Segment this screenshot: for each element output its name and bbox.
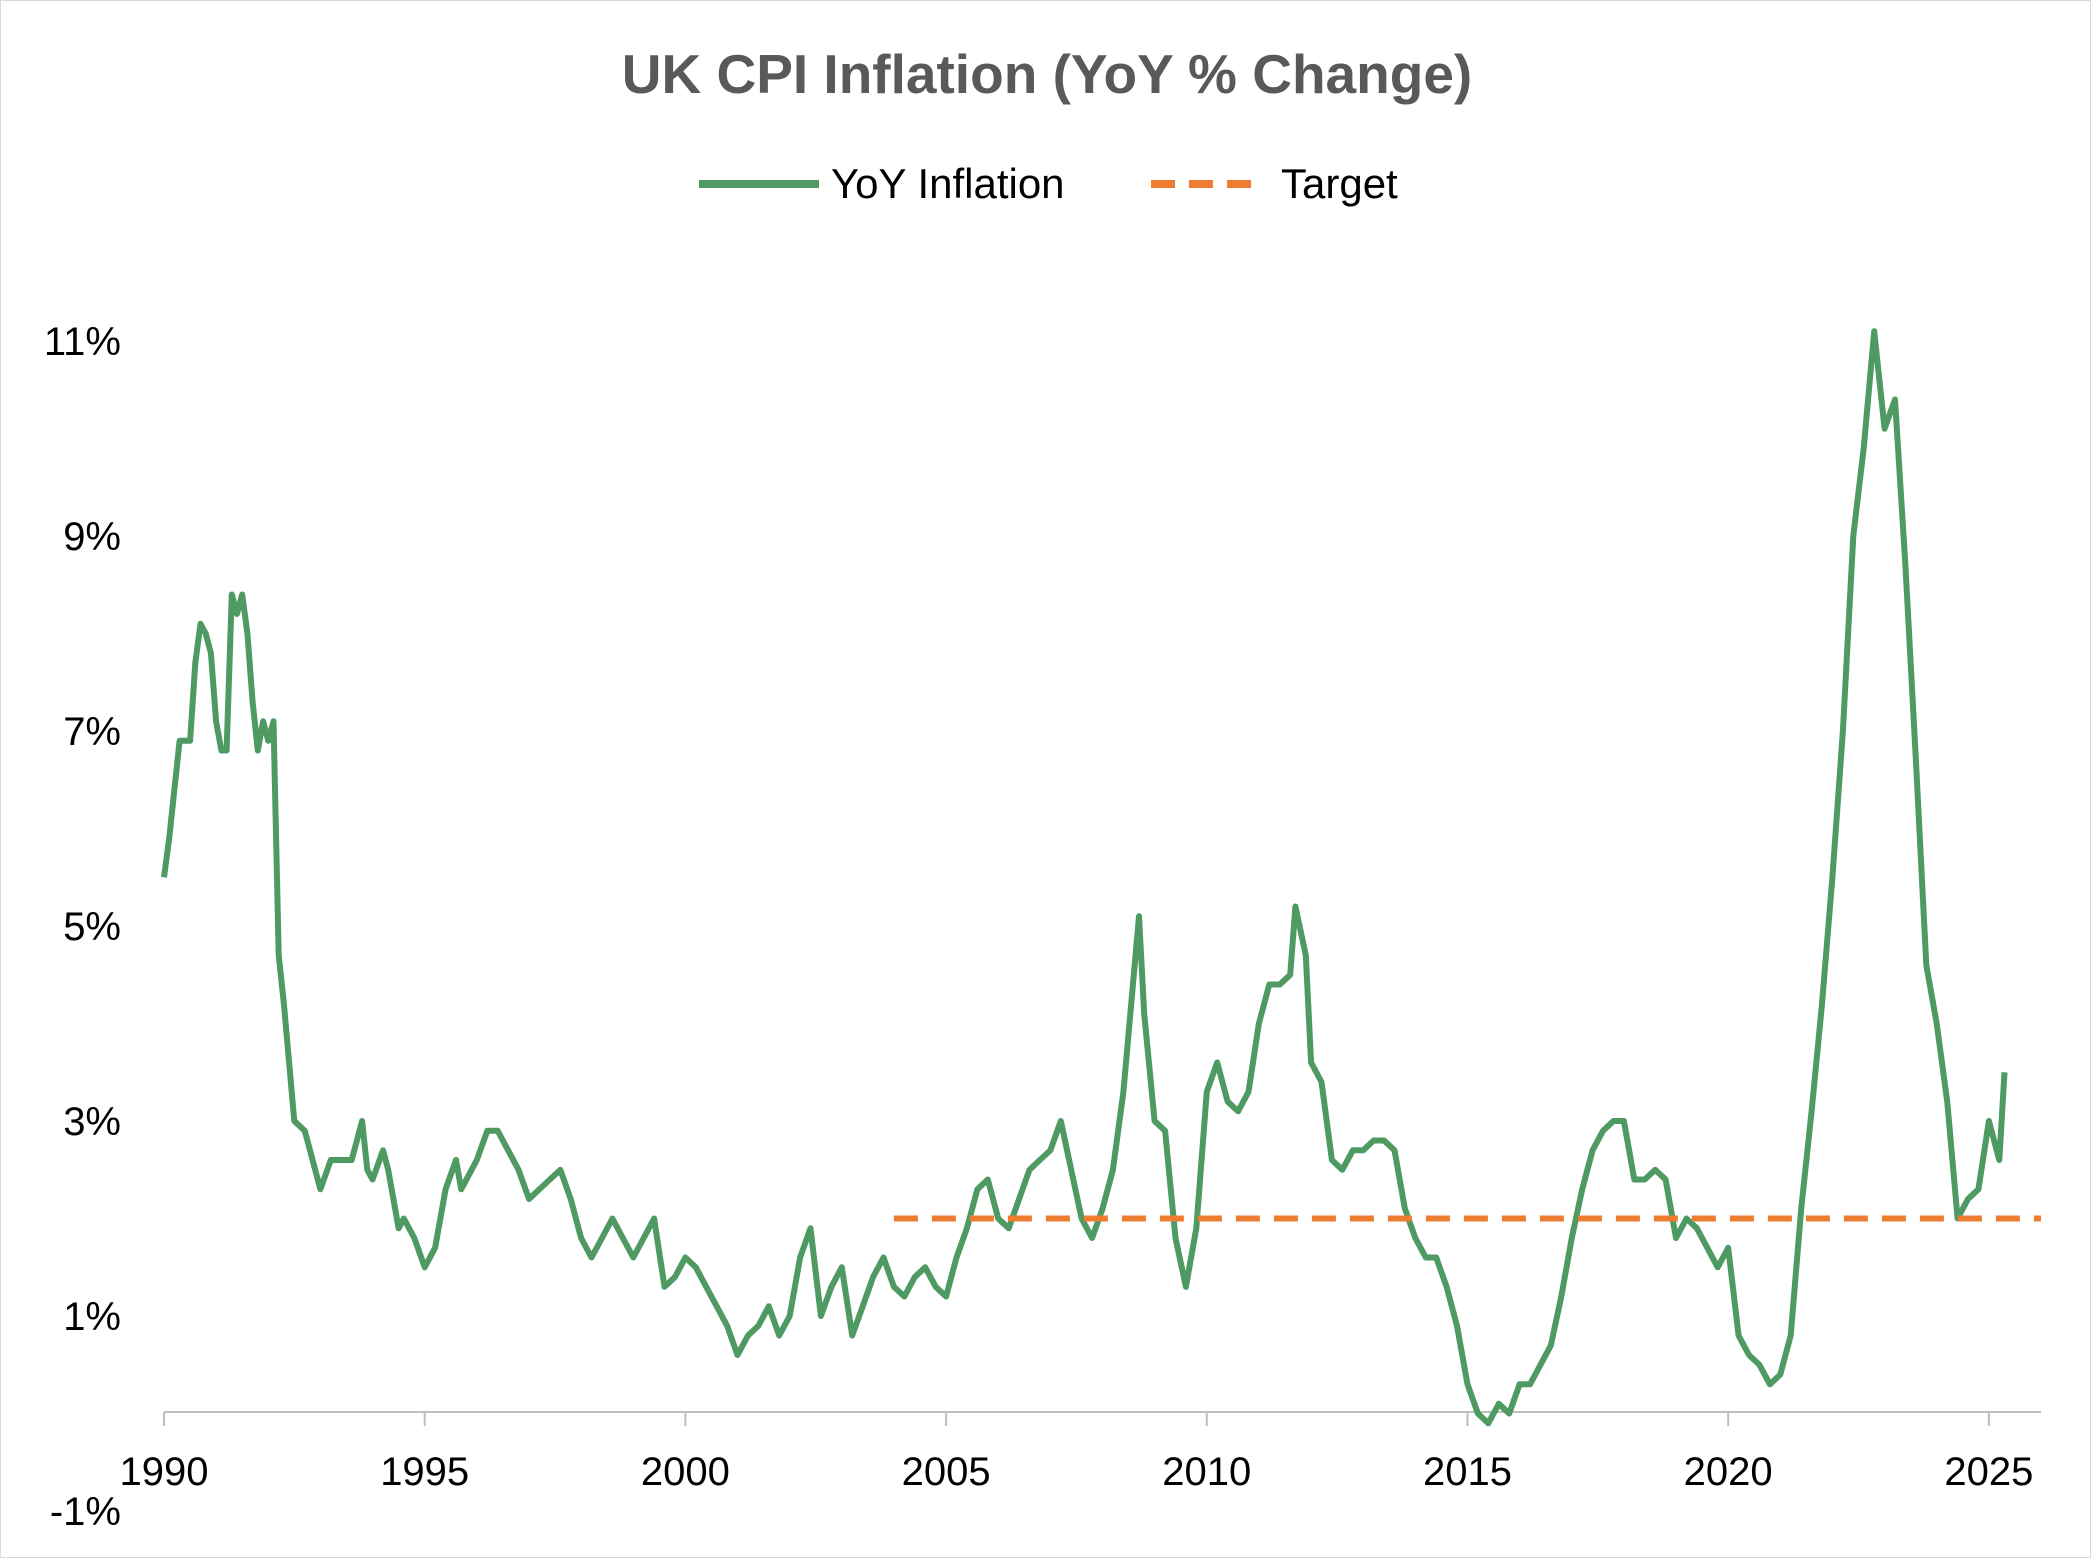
legend-label-target: Target <box>1281 160 1398 207</box>
y-tick-label: 11% <box>44 320 121 364</box>
y-tick-label: 9% <box>63 515 121 559</box>
chart-title: UK CPI Inflation (YoY % Change) <box>622 43 1473 105</box>
x-tick-label: 1990 <box>120 1450 209 1494</box>
y-axis: -1% 1% 3% 5% 7% 9% 11% <box>44 320 121 1534</box>
y-tick-label: -1% <box>50 1490 121 1534</box>
y-tick-label: 1% <box>63 1295 121 1339</box>
x-tick-label: 2015 <box>1423 1450 1512 1494</box>
x-tick-label: 2010 <box>1162 1450 1251 1494</box>
y-tick-label: 5% <box>63 905 121 949</box>
x-axis: 1990 1995 2000 2005 2010 2015 2020 2025 <box>120 1411 2041 1494</box>
y-tick-label: 7% <box>63 710 121 754</box>
y-tick-label: 3% <box>63 1100 121 1144</box>
series-line-yoy-inflation <box>161 328 2008 1427</box>
legend: YoY Inflation Target <box>699 160 1398 207</box>
x-tick-label: 2020 <box>1684 1450 1773 1494</box>
x-tick-label: 2005 <box>902 1450 991 1494</box>
x-tick-label: 1995 <box>380 1450 469 1494</box>
legend-label-inflation: YoY Inflation <box>831 160 1065 207</box>
plot-area <box>161 328 2041 1427</box>
x-tick-label: 2000 <box>641 1450 730 1494</box>
x-tick-label: 2025 <box>1944 1450 2033 1494</box>
